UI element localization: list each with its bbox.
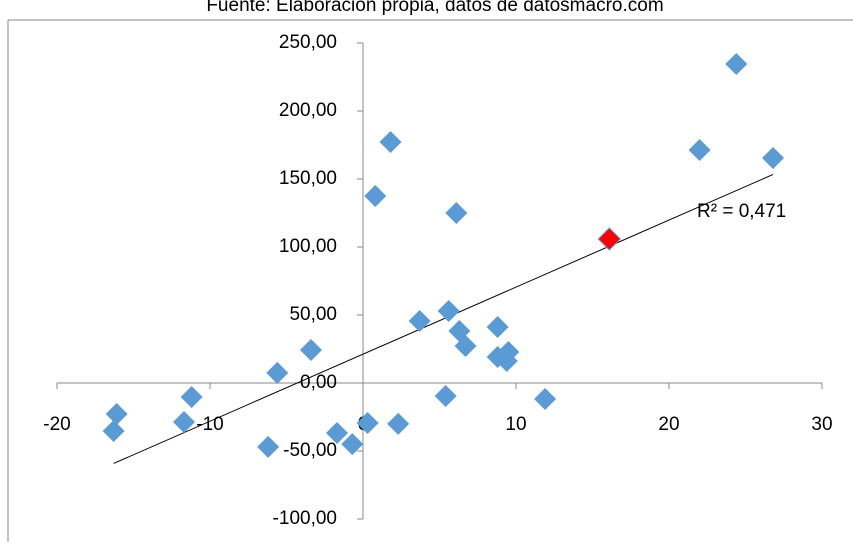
data-point xyxy=(356,411,379,434)
trendline xyxy=(113,174,774,464)
data-point xyxy=(445,202,468,224)
data-point xyxy=(486,315,509,338)
y-tick-label: 100,00 xyxy=(279,236,337,257)
data-point xyxy=(325,422,348,445)
data-point xyxy=(408,309,431,332)
data-point xyxy=(762,147,785,170)
data-point xyxy=(597,227,622,251)
data-point xyxy=(434,385,457,408)
data-point xyxy=(497,340,520,363)
data-point xyxy=(180,386,203,409)
data-point xyxy=(364,185,387,207)
data-point xyxy=(266,361,289,384)
data-point xyxy=(102,420,125,443)
data-point xyxy=(379,131,402,154)
data-point xyxy=(299,338,322,361)
data-point xyxy=(437,300,460,323)
x-tick-label: 30 xyxy=(811,414,832,435)
data-point xyxy=(105,403,128,426)
data-point xyxy=(688,139,711,162)
x-tick-label: -20 xyxy=(43,414,70,435)
y-tick-label: 250,00 xyxy=(279,32,337,53)
y-tick-label: -50,00 xyxy=(283,440,337,461)
chart-title: Fuente: Elaboración propia, datos de dat… xyxy=(206,0,663,16)
data-point xyxy=(257,435,280,458)
x-tick-label: 10 xyxy=(505,414,526,435)
data-point xyxy=(534,388,557,411)
data-point xyxy=(172,411,195,434)
data-point xyxy=(387,412,410,435)
y-tick-label: 150,00 xyxy=(279,168,337,189)
y-tick-label: 50,00 xyxy=(289,304,337,325)
x-tick-label: 20 xyxy=(658,414,679,435)
y-tick-label: 0,00 xyxy=(300,372,337,393)
x-tick-label: -10 xyxy=(196,414,223,435)
data-point xyxy=(725,52,748,75)
data-point xyxy=(454,335,477,358)
y-tick-label: -100,00 xyxy=(273,508,337,529)
annotation: R² = 0,471 xyxy=(697,201,786,222)
data-point xyxy=(341,433,364,456)
y-tick-label: 200,00 xyxy=(279,100,337,121)
